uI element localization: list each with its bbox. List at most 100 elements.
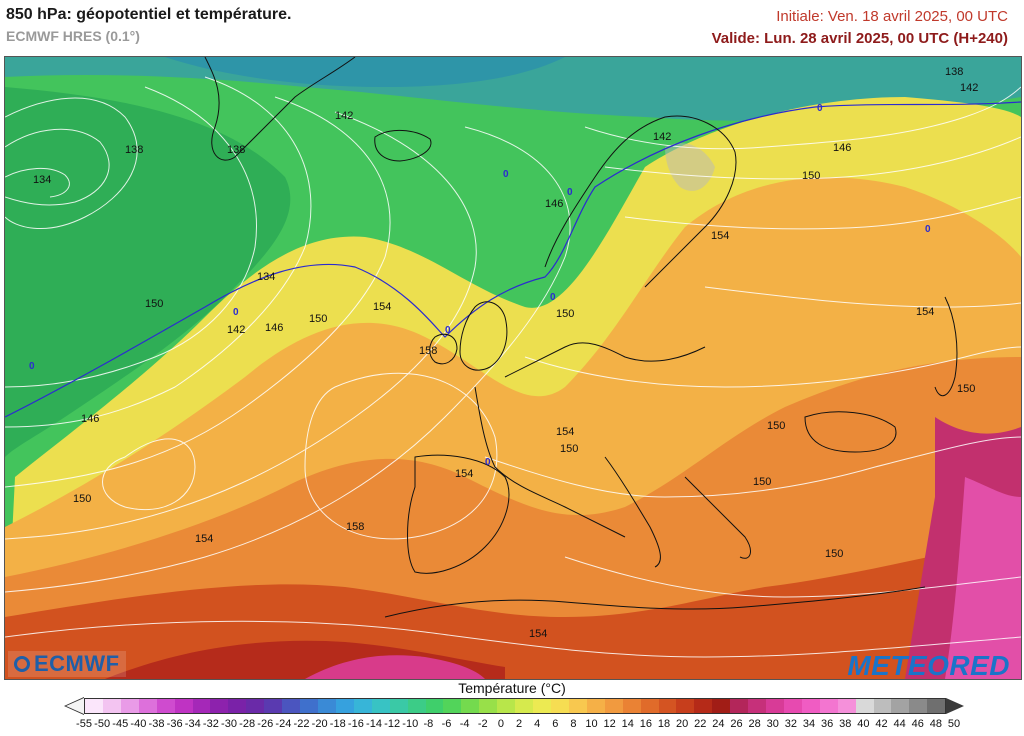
color-scale-cell bbox=[85, 699, 103, 713]
color-scale-tick-label: 44 bbox=[893, 718, 906, 730]
map-title: 850 hPa: géopotentiel et température. bbox=[6, 6, 292, 23]
header-left: 850 hPa: géopotentiel et température. EC… bbox=[6, 6, 291, 44]
color-scale-cell bbox=[425, 699, 444, 713]
color-scale-cell bbox=[586, 699, 605, 713]
color-scale-tick-label: 22 bbox=[694, 718, 707, 730]
contour-label: 158 bbox=[419, 345, 437, 357]
color-scale-cell bbox=[533, 699, 551, 713]
contour-label: 154 bbox=[373, 301, 391, 313]
contour-label: 138 bbox=[227, 144, 245, 156]
contour-label: 142 bbox=[653, 131, 671, 143]
color-scale-cell bbox=[174, 699, 193, 713]
color-scale-cell bbox=[604, 699, 623, 713]
contour-label: 150 bbox=[767, 420, 785, 432]
isotherm-labels: 0 0 0 0 0 0 0 0 0 bbox=[29, 103, 931, 468]
contour-label: 150 bbox=[309, 313, 327, 325]
color-scale-tick-label: -2 bbox=[477, 718, 488, 730]
contour-label: 150 bbox=[556, 308, 574, 320]
color-scale-cell bbox=[335, 699, 354, 713]
color-scale-tick-label: -10 bbox=[402, 718, 419, 730]
color-scale-cell bbox=[622, 699, 641, 713]
color-scale-cell bbox=[748, 699, 767, 713]
contour-label: 158 bbox=[346, 521, 364, 533]
color-scale-cell bbox=[282, 699, 301, 713]
color-scale-tick-label: 38 bbox=[839, 718, 852, 730]
color-scale-cell bbox=[210, 699, 229, 713]
color-scale-cell bbox=[658, 699, 677, 713]
cold-region-west bbox=[5, 87, 291, 457]
color-scale-tick-label: -32 bbox=[202, 718, 219, 730]
zero-label: 0 bbox=[233, 307, 239, 318]
contour-label: 142 bbox=[335, 110, 353, 122]
contour-label: 154 bbox=[455, 468, 473, 480]
color-scale-tick-label: 46 bbox=[911, 718, 924, 730]
color-scale-tick-label: -45 bbox=[112, 718, 129, 730]
zero-label: 0 bbox=[817, 103, 823, 114]
zero-label: 0 bbox=[567, 187, 573, 198]
contour-label: 134 bbox=[257, 271, 275, 283]
contour-label: 138 bbox=[125, 144, 143, 156]
color-scale-cell bbox=[694, 699, 713, 713]
contour-labels: 138 142 134 138 134 142 146 150 154 158 … bbox=[33, 66, 978, 640]
color-scale-cell bbox=[246, 699, 265, 713]
color-scale-cell bbox=[228, 699, 247, 713]
color-scale-cell bbox=[138, 699, 157, 713]
contour-label: 146 bbox=[81, 413, 99, 425]
color-scale-cell bbox=[389, 699, 408, 713]
color-scale-cell bbox=[783, 699, 802, 713]
color-scale-cell bbox=[407, 699, 426, 713]
color-scale-tick-label: 50 bbox=[947, 718, 961, 730]
contour-label: 150 bbox=[825, 548, 843, 560]
zero-label: 0 bbox=[550, 292, 556, 303]
coastlines bbox=[204, 57, 958, 618]
color-scale-tick-label: 0 bbox=[497, 718, 504, 730]
color-scale-cell bbox=[120, 699, 139, 713]
terrain-patch bbox=[665, 143, 715, 191]
contour-label: 154 bbox=[556, 426, 574, 438]
color-scale-tick-label: 48 bbox=[929, 718, 942, 730]
color-scale-cell bbox=[156, 699, 175, 713]
color-scale-cell bbox=[891, 699, 910, 713]
ecmwf-logo: ECMWF bbox=[8, 651, 126, 677]
color-scale-cell bbox=[102, 699, 121, 713]
color-scale-tick-label: -8 bbox=[423, 718, 434, 730]
color-scale-tick-label: 28 bbox=[748, 718, 761, 730]
color-scale-tick-label: 10 bbox=[585, 718, 598, 730]
color-scale-cell bbox=[909, 699, 928, 713]
color-scale-tick-label: -30 bbox=[221, 718, 237, 730]
color-scale-cell bbox=[712, 699, 731, 713]
color-scale-cell bbox=[676, 699, 695, 713]
zero-label: 0 bbox=[29, 361, 35, 372]
color-scale-tick-label: 42 bbox=[875, 718, 888, 730]
initial-time: Initiale: Ven. 18 avril 2025, 00 UTC bbox=[776, 8, 1008, 25]
contour-label: 150 bbox=[802, 170, 820, 182]
color-scale-cell bbox=[801, 699, 820, 713]
color-scale-tick-label: 36 bbox=[821, 718, 834, 730]
color-scale-tick-label: 14 bbox=[621, 718, 634, 730]
zero-label: 0 bbox=[503, 169, 509, 180]
color-scale-tick-label: -28 bbox=[239, 718, 256, 730]
color-scale-cell bbox=[766, 699, 784, 713]
legend-title: Température (°C) bbox=[458, 680, 566, 696]
color-scale-tick-label: 6 bbox=[552, 718, 559, 730]
color-scale-cell bbox=[568, 699, 587, 713]
zero-isotherm bbox=[5, 101, 1021, 418]
color-scale-tick-label: -40 bbox=[130, 718, 147, 730]
color-scale-tick-label: 18 bbox=[657, 718, 671, 730]
color-scale-cell bbox=[300, 699, 318, 713]
color-scale-tick-label: 2 bbox=[515, 718, 523, 730]
color-scale-tick-label: 16 bbox=[639, 718, 652, 730]
meteored-logo: METEORED bbox=[847, 650, 1010, 681]
color-scale-cell bbox=[479, 699, 498, 713]
color-scale-tick-label: -20 bbox=[311, 718, 328, 730]
color-scale-tick-label: -16 bbox=[347, 718, 364, 730]
color-scale-cell bbox=[550, 699, 569, 713]
ecmwf-logo-icon bbox=[14, 656, 30, 672]
legend-arrow-left bbox=[66, 698, 84, 714]
contour-label: 150 bbox=[957, 383, 975, 395]
color-scale-tick-label: -34 bbox=[184, 718, 201, 730]
legend-arrow-right bbox=[946, 698, 964, 714]
weather-map[interactable]: 138 142 134 138 134 142 146 150 154 158 … bbox=[4, 56, 1022, 680]
color-scale-cell bbox=[855, 699, 874, 713]
contour-label: 146 bbox=[545, 198, 563, 210]
